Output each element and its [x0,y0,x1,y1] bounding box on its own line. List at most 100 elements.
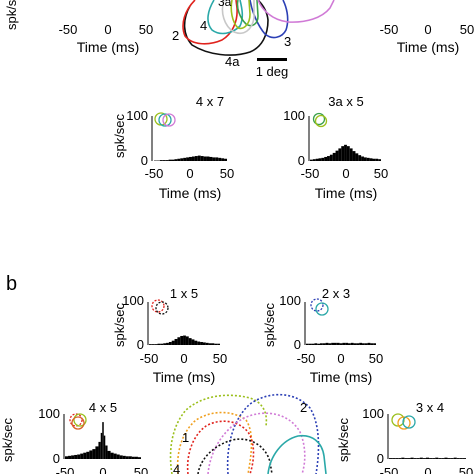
scale-bar [257,58,287,61]
x-tick-label: 50 [139,22,153,37]
histogram-bar [410,457,414,459]
histogram-bar [217,343,220,345]
histogram-bar [332,152,336,161]
x-tick-label: -50 [301,166,320,181]
x-axis-label: Time (ms) [153,369,215,385]
histogram-bar [342,342,346,345]
x-axis-label: Time (ms) [77,39,139,55]
histogram-title: 1 x 5 [170,286,198,301]
rf-inset-contour [73,413,87,427]
x-tick-label: 50 [460,22,474,37]
histogram-bar [346,146,350,161]
panel-letter-b: b [6,273,17,295]
histogram-bar [205,342,209,345]
rf-label-2: 2 [300,400,307,415]
histogram-bar [68,455,72,459]
rf-inset-contour [162,113,176,127]
histogram-bar [317,343,320,345]
histogram-4x5: 4 x 5 spk/sec 100 0 -50 0 50 [0,400,148,474]
histogram-bar [322,343,326,345]
x-tick-label: 50 [459,465,473,474]
y-axis-label: spk/sec [4,0,19,30]
histogram-bar [206,156,210,161]
histogram-bar [372,158,376,161]
histogram-bar [209,156,213,161]
rf-contour-5 [230,0,251,30]
histogram-bar [306,343,309,345]
histogram-bar [160,343,164,345]
histogram-bar [359,342,362,345]
rf-inset-contour [314,114,328,128]
histogram-bar [180,158,184,161]
histogram-bar [353,343,357,345]
histogram-bar [183,157,187,161]
y-tick-label: 100 [362,406,384,421]
histogram-bar [358,155,362,161]
rf-label-4: 4 [173,462,180,474]
histogram-bar [312,159,316,161]
histogram-bar [429,458,433,459]
x-tick-label: 50 [369,351,383,366]
x-tick-label: -50 [140,351,159,366]
histogram-bar [159,160,163,161]
rf-inset-contour [397,416,411,430]
histogram-bar [320,343,323,345]
y-tick-label: 100 [279,293,301,308]
histogram-bar [174,338,178,345]
x-axis-label: Time (ms) [310,369,372,385]
histogram-title: 4 x 5 [89,400,117,415]
y-tick-label: 0 [53,451,60,466]
histogram-top-left: spk/sec -50 0 50 Time (ms) [4,0,153,55]
histogram-bar [200,341,203,345]
x-tick-label: 0 [180,351,187,366]
histogram-bar [212,157,216,161]
histogram-bar [401,457,405,459]
histogram-bar [166,342,169,345]
rf-contour-solid [267,434,327,474]
histogram-bar [459,458,463,459]
rf-inset-contour [155,301,169,315]
x-tick-label: -50 [380,22,399,37]
y-axis-label: spk/sec [262,302,277,347]
y-tick-label: 100 [126,108,148,123]
rf-contour-4a [197,438,273,474]
histogram-bar [334,342,337,345]
histogram-3ax5: 3a x 5 100 0 -50 0 50 Time (ms) [283,94,388,201]
histogram-bar [224,158,227,161]
histogram-bar [74,454,78,459]
histogram-bar [191,156,195,161]
histogram-bar [364,343,368,345]
histogram-bar [157,343,161,345]
x-tick-label: 0 [104,22,111,37]
histogram-bar [331,342,334,345]
histogram-bar [116,454,120,459]
histogram-bar [171,340,175,345]
histogram-bar [89,450,93,459]
histogram-bar [186,157,190,161]
histogram-bar [208,343,212,345]
histogram-bar [361,156,364,161]
x-tick-label: -50 [297,351,316,366]
histogram-bar [200,156,204,161]
histogram-bar [102,422,104,459]
histogram-bar [197,155,201,161]
histogram-bar [392,458,396,459]
histogram-bar [363,157,367,161]
rf-inset-contour [310,298,324,312]
histogram-bar [356,343,360,345]
histogram-bar [422,458,426,459]
histogram-bar [134,456,138,459]
scale-bar-label: 1 deg [256,64,289,79]
histogram-bar [218,157,222,161]
rf-inset-contour [315,302,329,316]
rf-map-a: 2 4 3a 3 4a 1 deg [172,0,335,79]
histogram-bars [389,457,466,459]
histogram-bar [315,158,319,161]
histogram-bar [339,343,343,345]
rf-inset-contour [158,113,172,127]
histogram-bar [432,458,436,459]
histogram-bar [113,453,117,459]
x-tick-label: -50 [59,22,78,37]
rf-contour-7 [257,0,335,23]
histogram-bar [191,339,195,345]
